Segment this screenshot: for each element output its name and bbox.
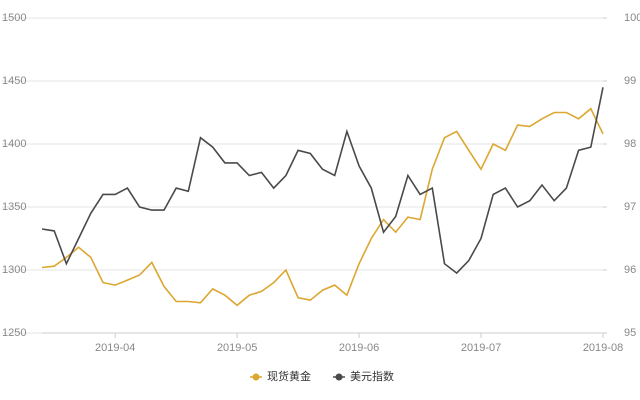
legend-label: 美元指数 (350, 369, 394, 383)
y-tick-label: 1500 (2, 12, 26, 24)
y-tick-label: 1400 (2, 138, 26, 150)
y2-tick-label: 96 (624, 264, 636, 276)
x-tick-label: 2019-08 (583, 342, 623, 354)
y2-tick-label: 99 (624, 75, 636, 87)
y-tick-label: 1250 (2, 327, 26, 339)
series-line (41, 87, 604, 275)
y2-tick-label: 97 (624, 201, 636, 213)
legend-marker (335, 373, 343, 381)
series-line (41, 107, 604, 307)
x-tick-label: 2019-04 (95, 342, 135, 354)
y2-tick-label: 95 (624, 327, 636, 339)
x-tick-label: 2019-05 (217, 342, 257, 354)
legend-marker (252, 373, 260, 381)
y-tick-label: 1350 (2, 201, 26, 213)
y-tick-label: 1300 (2, 264, 26, 276)
y-tick-label: 1450 (2, 75, 26, 87)
y2-tick-label: 98 (624, 138, 636, 150)
x-tick-label: 2019-07 (461, 342, 501, 354)
x-tick-label: 2019-06 (339, 342, 379, 354)
y2-tick-label: 100 (624, 12, 640, 24)
legend-label: 现货黄金 (267, 369, 311, 383)
